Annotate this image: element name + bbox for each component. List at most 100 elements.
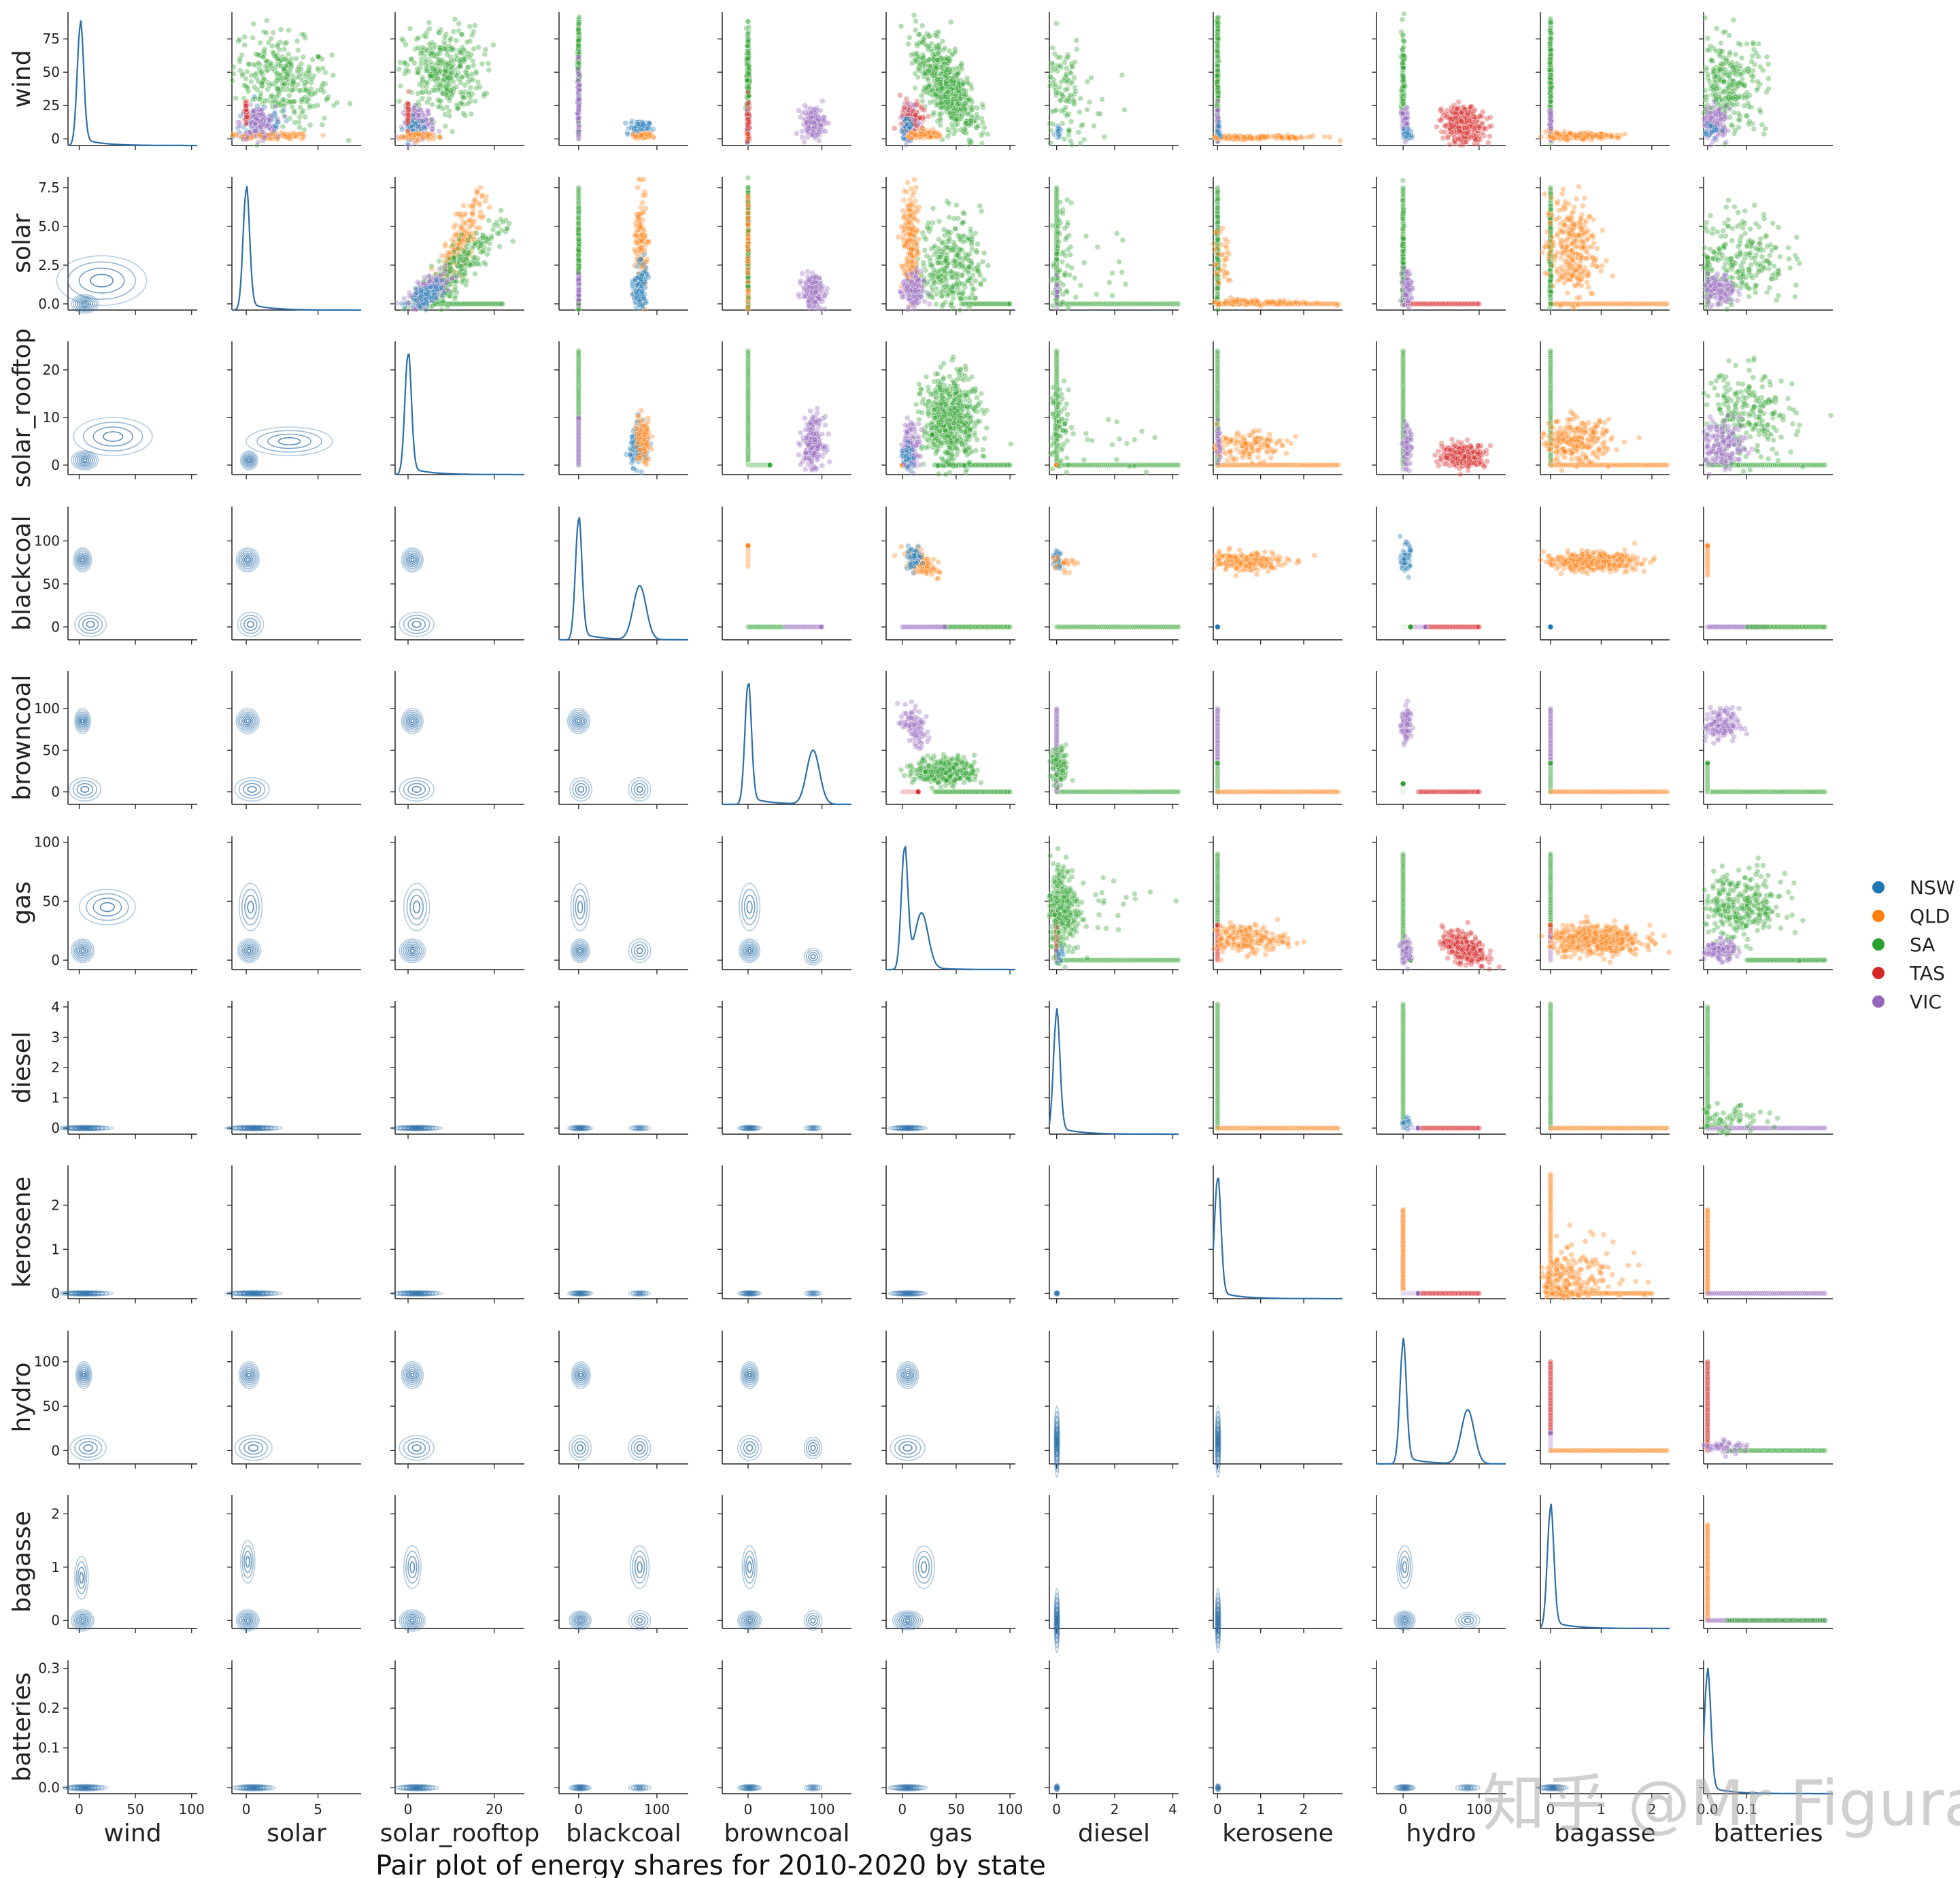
scatter-point-sa [403,41,409,48]
scatter-point-sa [262,46,268,52]
scatter-point-sa [1703,97,1709,103]
scatter-point-qld [1224,134,1230,140]
scatter-point-qld [1553,130,1560,137]
scatter-point-sa [298,61,305,67]
scatter-point-sa [448,70,454,76]
scatter-point-sa [432,66,438,73]
scatter-point-sa [396,66,402,72]
scatter-point-sa [301,86,307,93]
scatter-point-sa [309,56,316,63]
scatter-point-sa [929,72,935,79]
scatter-point-sa [451,46,457,53]
scatter-point-tas [1444,133,1451,140]
scatter-point-sa [911,12,917,18]
scatter-point-sa [922,63,928,69]
scatter-point-sa [1400,73,1406,80]
scatter-point-sa [1214,72,1221,78]
scatter-point-sa [263,67,269,74]
scatter-point-sa [914,41,920,47]
scatter-point-tas [1434,124,1440,130]
scatter-point-sa [1099,96,1105,103]
scatter-point-sa [1733,81,1739,88]
scatter-point-sa [1049,45,1056,51]
scatter-point-nsw [907,124,913,131]
scatter-point-sa [1748,58,1755,65]
scatter-point-sa [457,89,464,95]
scatter-point-sa [1755,41,1761,47]
kde-solar-vs-wind [56,255,148,314]
kde-contour-line [56,255,148,306]
scatter-point-qld [1585,131,1591,138]
scatter-point-sa [1737,112,1743,119]
scatter-point-sa [1728,95,1734,101]
scatter-point-sa [1399,16,1406,22]
scatter-point-vic [811,120,817,126]
kde-contour-line [67,261,136,300]
scatter-point-nsw [420,118,426,124]
scatter-point-sa [441,35,448,41]
scatter-point-sa [979,140,985,147]
scatter-point-sa [912,27,919,33]
scatter-point-qld [416,131,422,138]
scatter-point-sa [276,47,283,53]
scatter-point-vic [809,131,815,138]
scatter-point-qld [1306,134,1313,140]
scatter-point-tas [913,112,919,118]
scatter-point-tas [1456,128,1462,134]
scatter-point-sa [241,33,248,40]
scatter-point-sa [1548,93,1555,99]
scatter-point-sa [452,16,458,22]
scatter-point-sa [457,63,463,69]
scatter-point-tas [405,116,411,123]
scatter-point-sa [1547,99,1554,105]
scatter-point-sa [1215,36,1222,42]
scatter-point-sa [1091,122,1097,129]
scatter-wind-vs-blackcoal [574,14,657,142]
scatter-wind-vs-kerosene [1211,14,1343,145]
scatter-point-sa [261,98,268,104]
scatter-point-sa [479,61,486,67]
scatter-point-vic [267,118,273,124]
scatter-point-sa [437,46,443,53]
scatter-point-sa [1719,97,1725,104]
scatter-point-sa [1751,41,1757,47]
scatter-point-vic [275,133,282,139]
scatter-point-vic [436,129,442,135]
scatter-point-sa [461,56,467,62]
scatter-point-sa [241,82,248,88]
scatter-point-sa [490,41,496,48]
scatter-point-sa [300,107,306,114]
scatter-point-sa [460,94,466,101]
scatter-point-sa [1214,18,1220,25]
scatter-point-qld [630,131,636,137]
scatter-point-vic [822,129,829,135]
scatter-point-sa [282,75,288,81]
scatter-point-sa [576,14,583,20]
scatter-point-nsw [626,125,632,131]
scatter-point-sa [1746,121,1752,127]
scatter-point-sa [1065,54,1071,61]
scatter-point-nsw [1707,122,1714,129]
scatter-point-tas [1438,117,1444,124]
scatter-point-sa [985,131,991,137]
scatter-point-sa [1054,54,1061,61]
scatter-point-sa [1744,41,1750,47]
scatter-point-nsw [280,107,287,114]
scatter-point-sa [953,85,960,91]
kde-contour-line [90,273,114,288]
scatter-point-sa [947,19,954,25]
scatter-point-sa [1064,79,1070,86]
scatter-point-sa [291,98,298,105]
scatter-point-tas [925,114,932,120]
scatter-point-sa [435,56,441,63]
scatter-point-sa [281,65,287,72]
scatter-point-sa [1720,88,1727,95]
scatter-point-sa [297,124,303,131]
scatter-point-sa [424,99,430,105]
scatter-point-sa [1075,129,1082,135]
scatter-point-sa [280,67,287,74]
scatter-point-qld [1273,135,1280,141]
scatter-point-sa [1119,71,1126,78]
scatter-point-sa [250,97,256,103]
scatter-point-tas [1472,125,1479,132]
